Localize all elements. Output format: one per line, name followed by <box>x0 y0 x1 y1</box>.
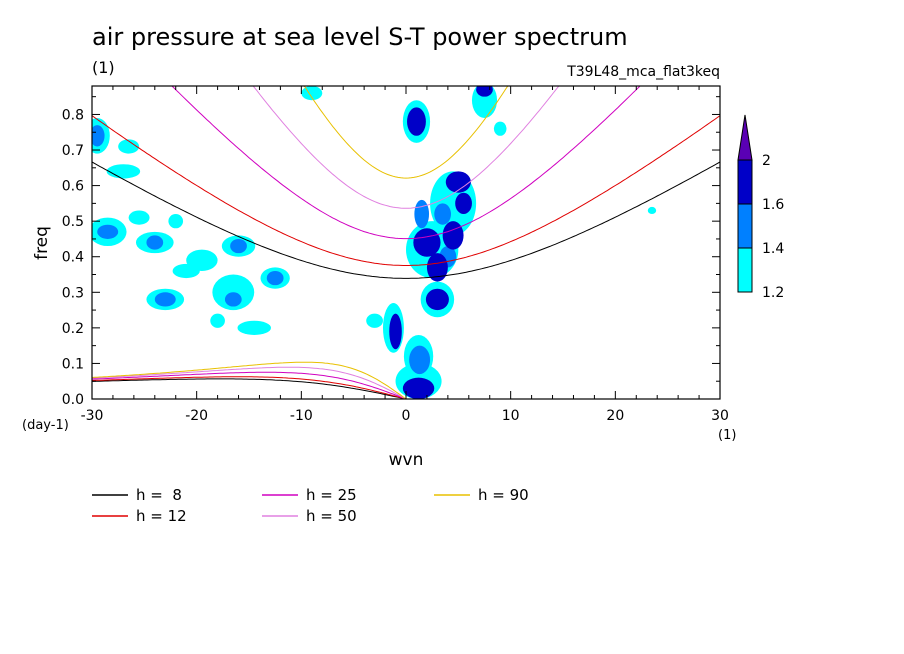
contour-blob-1 <box>402 377 435 399</box>
colorbar: 1.2 1.4 1.6 2 <box>737 114 784 301</box>
contour-blob-9 <box>476 86 493 97</box>
colorbar-label: 2 <box>762 153 771 169</box>
contour-blob-4 <box>426 253 448 282</box>
legend-label-h90: h = 90 <box>478 486 529 504</box>
legend-label-h12: h = 12 <box>136 507 187 525</box>
y-tick-label: 0.0 <box>62 392 84 408</box>
contour-blob-47 <box>647 206 657 215</box>
contour-blob-18 <box>97 224 119 239</box>
curve-ig-h90 <box>303 86 509 179</box>
contour-blob-44 <box>210 313 225 328</box>
contour-blob-10 <box>414 199 430 229</box>
contour-blob-14 <box>154 292 176 307</box>
y-tick-label: 0.8 <box>62 107 84 123</box>
contour-blob-45 <box>366 313 383 328</box>
x-axis-units: (1) <box>718 428 736 443</box>
y-tick-labels: 0.0 0.1 0.2 0.3 0.4 0.5 0.6 0.7 0.8 <box>62 107 84 408</box>
curve-ig-h12 <box>92 115 720 266</box>
x-tick-label: 0 <box>402 408 411 424</box>
contour-blob-16 <box>230 238 247 254</box>
title-units: (1) <box>92 58 115 77</box>
contour-blob-20 <box>266 270 284 286</box>
curve-rossby-h8 <box>92 378 407 399</box>
colorbar-segment-2 <box>737 159 753 205</box>
y-tick-label: 0.7 <box>62 143 84 159</box>
axes-ticks <box>91 86 721 400</box>
y-tick-label: 0.5 <box>62 214 84 230</box>
x-axis-label: wvn <box>389 450 424 470</box>
contour-blob-12 <box>434 203 452 225</box>
curve-rossby-h50 <box>92 366 407 399</box>
x-tick-label: -20 <box>185 408 208 424</box>
contour-blob-39 <box>237 320 271 335</box>
curve-rossby-h90 <box>92 361 407 399</box>
contour-blob-5 <box>442 221 464 250</box>
contour-blob-0 <box>407 107 426 136</box>
contour-blob-43 <box>168 214 184 229</box>
colorbar-overflow-triangle <box>737 114 753 161</box>
contour-blob-6 <box>445 171 471 193</box>
y-axis-units: (day-1) <box>22 418 69 433</box>
curve-ig-h50 <box>252 86 560 209</box>
contour-blob-11 <box>409 345 431 375</box>
x-tick-label: -30 <box>81 408 104 424</box>
colorbar-label: 1.2 <box>762 285 784 301</box>
contour-blob-8 <box>425 288 449 311</box>
contour-blob-19 <box>92 125 105 147</box>
contour-blob-17 <box>146 235 164 250</box>
contour-blob-7 <box>455 192 472 215</box>
x-tick-label: -10 <box>290 408 313 424</box>
curve-rossby-h25 <box>92 371 407 399</box>
legend: h = 8 h = 12 h = 25 h = 50 h = 90 <box>92 486 529 525</box>
colorbar-label: 1.4 <box>762 241 784 257</box>
legend-label-h25: h = 25 <box>306 486 357 504</box>
contour-blob-2 <box>389 313 402 350</box>
x-tick-label: 30 <box>711 408 729 424</box>
contour-blob-40 <box>128 210 150 225</box>
dispersion-curves-layer <box>92 86 720 399</box>
contour-blob-36 <box>106 164 141 179</box>
contour-blob-38 <box>172 263 200 279</box>
x-tick-label: 20 <box>606 408 624 424</box>
contour-blob-3 <box>413 228 441 257</box>
x-tick-labels: -30 -20 -10 0 10 20 30 <box>81 408 729 424</box>
legend-label-h50: h = 50 <box>306 507 357 525</box>
y-tick-label: 0.1 <box>62 356 84 372</box>
colorbar-segment-1 <box>737 203 753 249</box>
y-tick-label: 0.4 <box>62 250 84 266</box>
legend-label-h8: h = 8 <box>136 486 182 504</box>
x-tick-label: 10 <box>502 408 520 424</box>
colorbar-label: 1.6 <box>762 197 784 213</box>
chart-subtitle: T39L48_mca_flat3keq <box>566 64 720 80</box>
contour-fill-layer <box>92 86 657 399</box>
curve-ig-h8 <box>92 161 720 279</box>
chart-title: air pressure at sea level S-T power spec… <box>92 23 628 51</box>
y-tick-label: 0.6 <box>62 179 84 195</box>
y-axis-label: freq <box>32 226 52 260</box>
colorbar-segment-0 <box>737 247 753 293</box>
contour-blob-41 <box>118 139 140 154</box>
contour-blob-31 <box>212 274 255 311</box>
curve-rossby-h12 <box>92 376 407 399</box>
curve-ig-h25 <box>171 86 641 240</box>
contour-blob-46 <box>493 121 507 136</box>
y-tick-label: 0.3 <box>62 285 84 301</box>
contour-blob-15 <box>224 292 242 307</box>
y-tick-label: 0.2 <box>62 321 84 337</box>
